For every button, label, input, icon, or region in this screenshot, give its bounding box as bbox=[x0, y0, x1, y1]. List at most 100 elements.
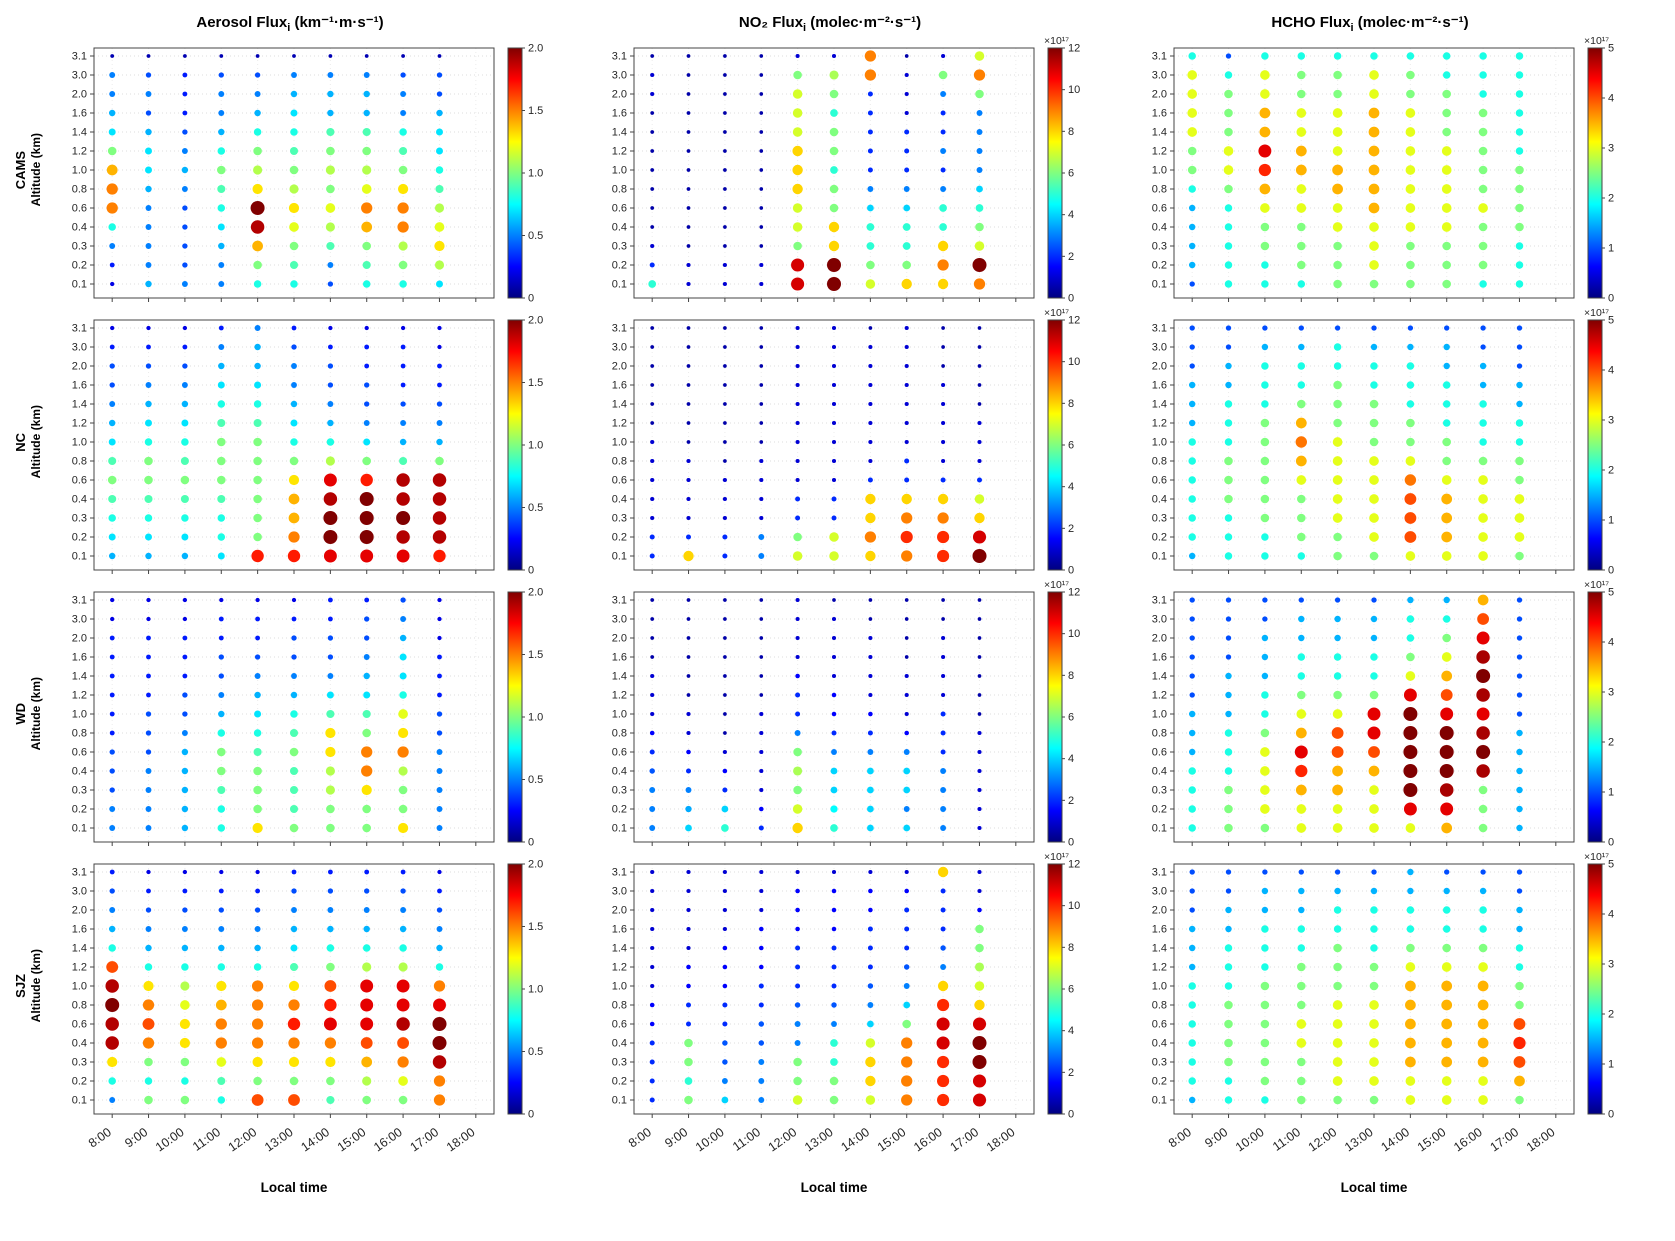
data-dot bbox=[1442, 71, 1451, 79]
data-dot bbox=[1332, 513, 1343, 523]
data-dot bbox=[399, 925, 407, 933]
data-dot bbox=[1369, 1000, 1379, 1010]
svg-text:8:00: 8:00 bbox=[626, 1125, 654, 1150]
data-dot bbox=[941, 401, 946, 407]
data-dot bbox=[759, 383, 764, 387]
data-dot bbox=[1297, 925, 1306, 933]
data-dot bbox=[686, 926, 691, 932]
data-dot bbox=[1297, 222, 1306, 232]
data-dot bbox=[650, 225, 655, 229]
data-dot bbox=[1441, 222, 1452, 232]
data-dot bbox=[1516, 381, 1523, 389]
data-dot bbox=[868, 382, 873, 388]
data-dot bbox=[109, 730, 115, 736]
data-dot bbox=[1442, 456, 1451, 466]
data-dot bbox=[830, 767, 838, 775]
svg-text:1.6: 1.6 bbox=[1152, 108, 1167, 120]
data-dot bbox=[831, 616, 837, 622]
data-dot bbox=[1334, 887, 1341, 895]
data-dot bbox=[759, 421, 764, 425]
data-dot bbox=[1442, 615, 1451, 623]
svg-text:2: 2 bbox=[1608, 1009, 1614, 1021]
y-tick-labels: 3.13.02.01.61.41.21.00.80.60.40.30.20.1 bbox=[612, 595, 627, 835]
data-dot bbox=[758, 1097, 765, 1103]
row-label-cell-NC: NC Altitude (km) bbox=[0, 306, 56, 578]
data-dot bbox=[1224, 1096, 1233, 1104]
data-dot bbox=[650, 888, 655, 894]
data-dot bbox=[686, 326, 691, 330]
data-dot bbox=[251, 1094, 264, 1106]
data-dot bbox=[940, 787, 947, 793]
data-dot bbox=[723, 459, 727, 463]
data-dot bbox=[146, 673, 151, 679]
svg-text:1.4: 1.4 bbox=[72, 127, 87, 139]
svg-text:6: 6 bbox=[1068, 168, 1074, 180]
data-dot bbox=[973, 278, 986, 290]
data-dot bbox=[868, 344, 873, 350]
panel-NC-hcho: 3.13.02.01.61.41.21.00.80.60.40.30.20.10… bbox=[1152, 307, 1614, 577]
data-dot bbox=[436, 401, 443, 407]
data-dot bbox=[253, 513, 262, 523]
svg-text:0.5: 0.5 bbox=[528, 1046, 543, 1058]
data-dot bbox=[1224, 785, 1233, 795]
data-dot bbox=[398, 804, 408, 814]
data-dot bbox=[182, 869, 188, 875]
svg-text:0.3: 0.3 bbox=[72, 241, 87, 253]
data-dot bbox=[977, 825, 982, 831]
svg-text:3.0: 3.0 bbox=[612, 886, 627, 898]
data-dot bbox=[974, 981, 985, 991]
data-dot bbox=[903, 983, 910, 989]
data-dot bbox=[109, 888, 115, 894]
data-dot bbox=[904, 439, 909, 445]
data-dot bbox=[723, 73, 727, 77]
data-dot bbox=[1478, 1095, 1488, 1105]
data-dot bbox=[649, 1040, 655, 1046]
y-tick-labels: 3.13.02.01.61.41.21.00.80.60.40.30.20.1 bbox=[72, 595, 87, 835]
data-dot bbox=[289, 1076, 299, 1086]
data-dot bbox=[795, 635, 800, 641]
data-dot bbox=[723, 693, 727, 697]
data-dot bbox=[436, 711, 443, 717]
svg-text:1.0: 1.0 bbox=[528, 984, 543, 996]
data-dot bbox=[1369, 437, 1379, 447]
data-dot bbox=[1516, 925, 1523, 933]
data-dot bbox=[795, 673, 800, 679]
data-dot bbox=[904, 617, 909, 621]
data-dot bbox=[828, 221, 840, 233]
svg-text:3: 3 bbox=[1608, 415, 1614, 427]
data-dot bbox=[182, 325, 188, 331]
data-dot bbox=[1369, 1057, 1379, 1067]
data-dot bbox=[940, 964, 947, 970]
svg-text:1.0: 1.0 bbox=[528, 168, 543, 180]
data-dot bbox=[1406, 437, 1415, 447]
data-dot bbox=[867, 983, 874, 989]
data-dot bbox=[1406, 52, 1415, 60]
svg-text:1.4: 1.4 bbox=[72, 671, 87, 683]
data-dot bbox=[650, 673, 655, 679]
data-dot bbox=[181, 824, 189, 832]
data-dot bbox=[1224, 514, 1233, 522]
data-dot bbox=[108, 925, 116, 933]
data-dot bbox=[723, 440, 727, 444]
data-dot bbox=[1441, 962, 1452, 972]
data-dot bbox=[1516, 363, 1523, 369]
svg-text:1.0: 1.0 bbox=[612, 709, 627, 721]
svg-text:0.8: 0.8 bbox=[1152, 184, 1167, 196]
data-dot bbox=[1441, 670, 1453, 682]
data-dot bbox=[251, 999, 264, 1011]
data-dot bbox=[1224, 1038, 1233, 1048]
data-dot bbox=[1406, 279, 1415, 289]
data-dot bbox=[759, 730, 764, 736]
data-dot bbox=[723, 244, 727, 248]
data-dot bbox=[977, 439, 982, 445]
data-dot bbox=[327, 382, 334, 388]
data-dot bbox=[324, 1037, 337, 1049]
data-dot bbox=[1297, 1076, 1306, 1086]
data-dot bbox=[903, 1001, 911, 1009]
data-dot bbox=[218, 262, 225, 268]
svg-text:0.8: 0.8 bbox=[72, 1000, 87, 1012]
data-dot bbox=[1406, 418, 1415, 428]
data-dot bbox=[831, 401, 837, 407]
data-dot bbox=[902, 260, 911, 270]
data-dot bbox=[1224, 1057, 1233, 1067]
